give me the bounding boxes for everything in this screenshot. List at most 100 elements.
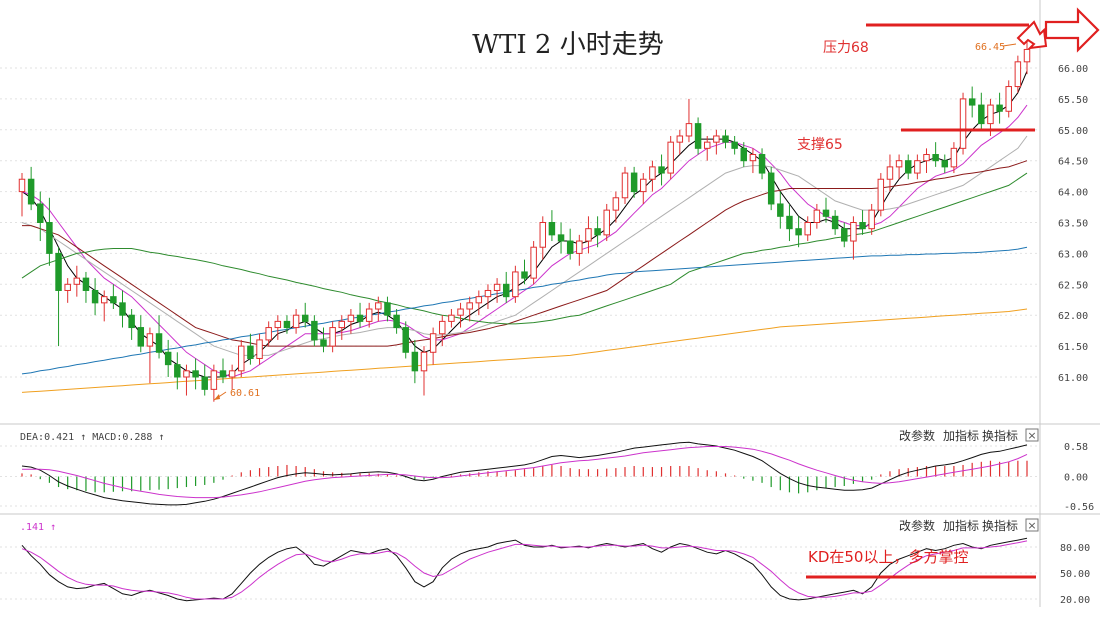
up-arrow-icon (1016, 20, 1048, 50)
candle (630, 166, 638, 198)
candle-body (786, 215, 793, 230)
candle (831, 210, 839, 235)
kd-tick-label: 20.00 (1060, 595, 1090, 606)
candle (813, 203, 821, 229)
candle (64, 278, 71, 303)
candle (247, 333, 254, 365)
candle-body (448, 314, 455, 322)
kd-add-indicator-button[interactable]: 加指标 (943, 518, 979, 533)
candle (301, 302, 309, 328)
candle (904, 154, 912, 180)
candle-body (777, 203, 784, 217)
candle-body (347, 314, 355, 322)
candle (493, 278, 501, 303)
macd-switch-indicator-button[interactable]: 换指标 (982, 428, 1018, 443)
candle (457, 302, 464, 328)
candle (932, 142, 939, 167)
close-icon: × (1027, 429, 1036, 442)
candle-body (566, 240, 574, 254)
candle (566, 228, 574, 260)
chart-title: WTI 2 小时走势 (472, 30, 663, 60)
candle-body (603, 209, 610, 236)
candle-body (767, 172, 775, 205)
candle-body (466, 302, 473, 310)
candle (91, 278, 99, 316)
candle-body (640, 178, 647, 193)
kd-close-button[interactable] (1025, 518, 1039, 532)
macd-tick-label: 0.58 (1064, 442, 1088, 453)
candle (475, 290, 483, 316)
candle (201, 364, 208, 396)
candle (55, 247, 62, 347)
candle (658, 154, 665, 186)
candle-body (493, 283, 501, 291)
high-pointer (1002, 43, 1017, 47)
macd-add-indicator-button[interactable]: 加指标 (943, 428, 979, 443)
candle-body (521, 271, 528, 279)
candle (146, 327, 154, 384)
candle (338, 315, 346, 340)
candle-body (923, 154, 930, 162)
candle-body (439, 320, 446, 335)
candle (384, 296, 391, 322)
candle-body (1005, 86, 1012, 112)
macd-histogram (21, 460, 1028, 494)
chart-frame (0, 0, 1100, 607)
candle-body (959, 98, 967, 149)
candle-body (210, 370, 218, 390)
candle-body (219, 370, 227, 378)
candle (850, 216, 857, 260)
macd-header: DEA:0.421 ↑ MACD:0.288 ↑ (20, 432, 165, 443)
candle (795, 216, 802, 248)
candle-body (831, 215, 839, 230)
macd-dea-line (22, 446, 1028, 499)
candle (548, 210, 556, 242)
candle (183, 364, 190, 396)
kd-modify-params-button[interactable]: 改参数 (899, 518, 935, 533)
candle-body (548, 222, 556, 236)
moving-average-line-5 (21, 172, 1028, 325)
kd-toolbar: 改参数 加指标 换指标 × (899, 518, 1039, 533)
candle (219, 358, 227, 384)
candle-body (968, 98, 976, 106)
macd-modify-params-button[interactable]: 改参数 (899, 428, 935, 443)
candle (859, 210, 866, 235)
candle-body (630, 172, 638, 193)
candle-body (859, 222, 866, 230)
kd-lines (21, 537, 1028, 602)
candle-body (749, 154, 757, 162)
macd-close-button[interactable] (1025, 428, 1039, 442)
candle (530, 241, 537, 285)
candle-body (475, 296, 483, 304)
candle (164, 339, 172, 377)
price-tick-label: 62.00 (1058, 311, 1088, 322)
candle-body (183, 370, 190, 378)
candle-body (758, 154, 766, 174)
candle (502, 271, 510, 303)
candle-body (146, 333, 154, 347)
candle (996, 92, 1003, 124)
candle (649, 160, 656, 192)
candle-body (338, 320, 346, 329)
candle-body (457, 308, 464, 316)
candle (320, 327, 327, 353)
candle-body (110, 296, 117, 304)
candle (128, 309, 135, 340)
candle-body (393, 314, 400, 329)
kd-switch-indicator-button[interactable]: 换指标 (982, 518, 1018, 533)
grid-lines (0, 67, 1040, 600)
candle-body (941, 160, 949, 168)
low-price-label: 60.61 (230, 388, 260, 399)
candle-body (868, 209, 875, 230)
candle (841, 222, 848, 248)
candle (886, 154, 894, 192)
candle (968, 86, 976, 118)
price-tick-label: 63.50 (1058, 219, 1088, 230)
candle-body (621, 172, 629, 199)
candle-body (703, 141, 711, 149)
candle-body (311, 320, 318, 341)
candle (786, 203, 793, 242)
candle-body (119, 302, 126, 316)
candle (703, 135, 711, 161)
candle-body (731, 141, 738, 149)
